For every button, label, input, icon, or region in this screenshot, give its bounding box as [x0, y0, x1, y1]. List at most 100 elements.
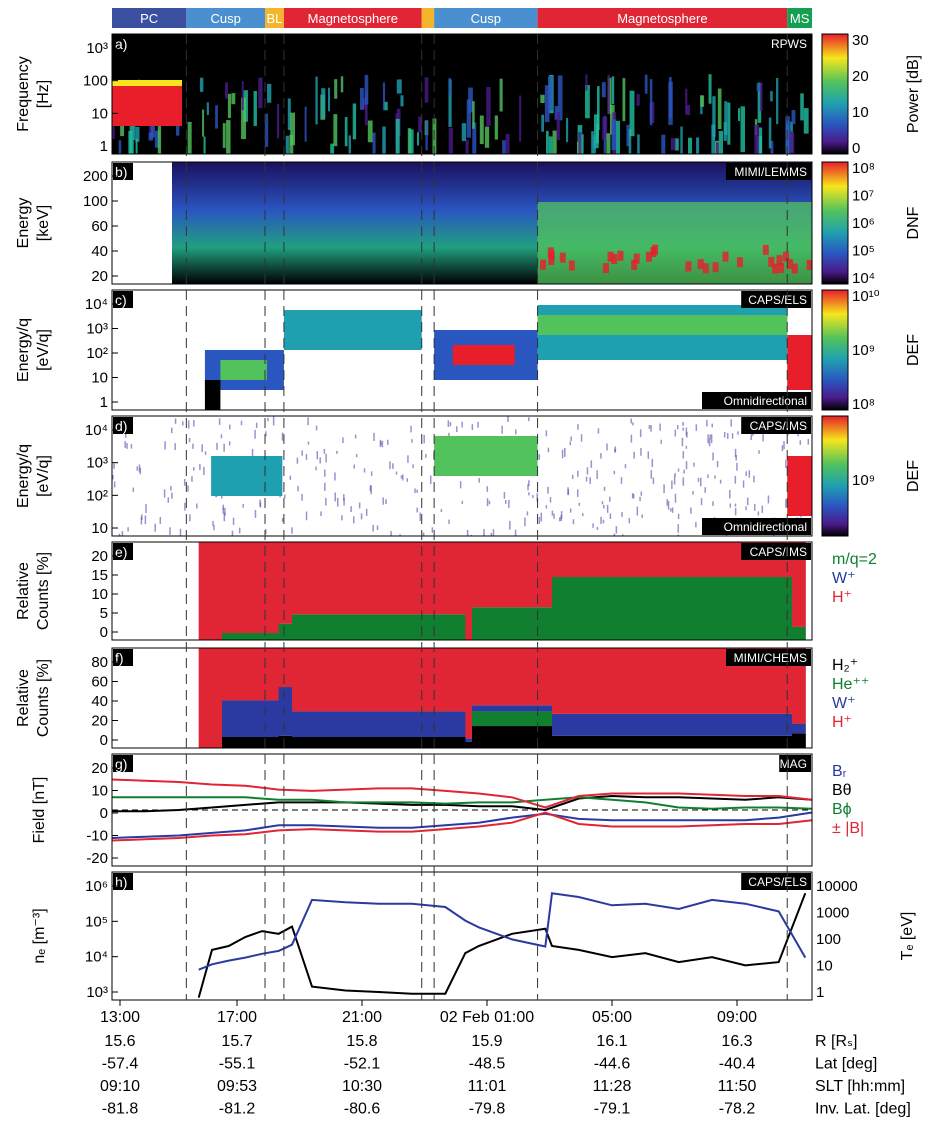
ims-speck	[382, 497, 384, 505]
caps-band	[204, 380, 221, 410]
panel-h-right-tick-3: 10	[816, 958, 833, 975]
panel-f-bar-2-0	[278, 735, 293, 748]
ims-speck	[320, 511, 322, 517]
ims-speck	[569, 508, 572, 513]
ims-speck	[281, 432, 284, 441]
ims-speck	[297, 485, 299, 492]
rpws-streak	[622, 78, 626, 122]
panel-f-bar-1-0	[222, 737, 280, 748]
ims-speck	[633, 451, 635, 459]
rpws-streak	[304, 106, 307, 142]
ims-speck	[307, 441, 310, 445]
rpws-streak	[585, 74, 588, 91]
ims-speck	[448, 519, 450, 524]
ims-speck	[504, 500, 507, 504]
rpws-streak	[711, 124, 715, 154]
x-row-2-value-3: 11:01	[468, 1078, 507, 1095]
panel-h-right-tick-4: 1	[816, 984, 824, 1001]
region-label-7: MS	[790, 11, 810, 26]
panel-e-tick-label-2: 10	[91, 586, 108, 603]
panel-h-frame	[111, 871, 813, 1001]
rpws-streak	[241, 81, 244, 111]
rpws-streak	[502, 140, 506, 154]
ims-speck	[416, 489, 418, 493]
lemms-hot	[633, 253, 640, 264]
region-label-6: Magnetosphere	[617, 11, 707, 26]
panel-g-frame	[111, 753, 813, 867]
region-band-6	[537, 8, 788, 28]
ims-speck	[549, 497, 552, 503]
panel-e-bar-7-0	[792, 626, 806, 640]
panel-e-legend-0: m/q=2	[832, 551, 877, 568]
ims-speck	[238, 527, 241, 534]
lemms-hot	[702, 263, 709, 274]
rpws-streak	[334, 79, 338, 99]
ims-speck	[336, 450, 338, 454]
ims-speck	[576, 489, 579, 497]
panel-b-cb-tick-3: 10⁵	[852, 243, 875, 260]
rpws-streak	[718, 130, 723, 154]
panel-f-tick-label-1: 60	[91, 674, 108, 691]
caps-band	[787, 456, 812, 516]
panel-a-tag: a)	[115, 36, 127, 52]
ims-speck	[620, 477, 623, 484]
ims-speck	[609, 513, 612, 519]
panel-g-series-3	[111, 778, 813, 809]
ims-speck	[315, 466, 317, 471]
panel-e-bar-5-0	[472, 607, 553, 640]
caps-band	[220, 360, 267, 380]
lemms-hot	[568, 260, 575, 271]
ims-speck	[553, 513, 555, 519]
panel-d-frame	[111, 415, 813, 537]
ims-speck	[630, 418, 632, 424]
ims-speck	[164, 441, 166, 450]
ims-speck	[745, 506, 747, 511]
panel-f-tag: f)	[115, 650, 124, 666]
ims-speck	[624, 464, 627, 469]
region-band-3	[283, 8, 422, 28]
ims-speck	[265, 529, 267, 535]
lemms-hot	[602, 263, 609, 274]
panel-g-tag: g)	[115, 756, 127, 772]
ims-speck	[682, 477, 685, 486]
panel-f-instrument-bg	[726, 649, 811, 666]
panel-b-cb-tick-0: 10⁸	[852, 160, 875, 177]
rpws-streak	[466, 99, 471, 138]
ims-speck	[682, 427, 684, 431]
caps-band	[787, 335, 812, 390]
region-label-5: Cusp	[471, 11, 501, 26]
panel-f-bar-1-3	[222, 648, 280, 701]
ims-speck	[296, 457, 299, 464]
ims-speck	[714, 475, 716, 479]
lemms-hot	[645, 251, 652, 262]
rpws-streak	[758, 127, 763, 154]
ims-speck	[719, 479, 722, 484]
panel-f-bar-5-3	[472, 648, 553, 706]
ims-speck	[632, 493, 635, 499]
ims-speck	[387, 439, 389, 445]
region-label-1: Cusp	[210, 11, 240, 26]
lemms-hot	[547, 247, 554, 258]
lemms-hot	[611, 253, 618, 264]
rpws-streak	[540, 94, 545, 103]
ims-speck	[683, 469, 685, 474]
ims-speck	[723, 431, 726, 438]
region-band-7	[787, 8, 812, 28]
rpws-streak	[505, 134, 510, 154]
ims-speck	[365, 508, 368, 516]
panel-g-series-1	[112, 794, 813, 813]
ims-speck	[700, 498, 703, 506]
ims-speck	[353, 464, 355, 469]
panel-b-cb-tick-1: 10⁷	[852, 188, 874, 205]
rpws-streak	[448, 77, 451, 95]
ims-speck	[640, 448, 642, 456]
rpws-streak	[472, 101, 475, 129]
panel-f-bar-5-2	[472, 705, 553, 712]
rpws-streak	[606, 133, 611, 154]
ims-speck	[196, 503, 198, 509]
rpws-streak	[287, 98, 291, 131]
panel-b-tick-label-4: 20	[91, 268, 108, 285]
ims-speck	[486, 486, 489, 492]
ims-speck	[130, 444, 133, 449]
